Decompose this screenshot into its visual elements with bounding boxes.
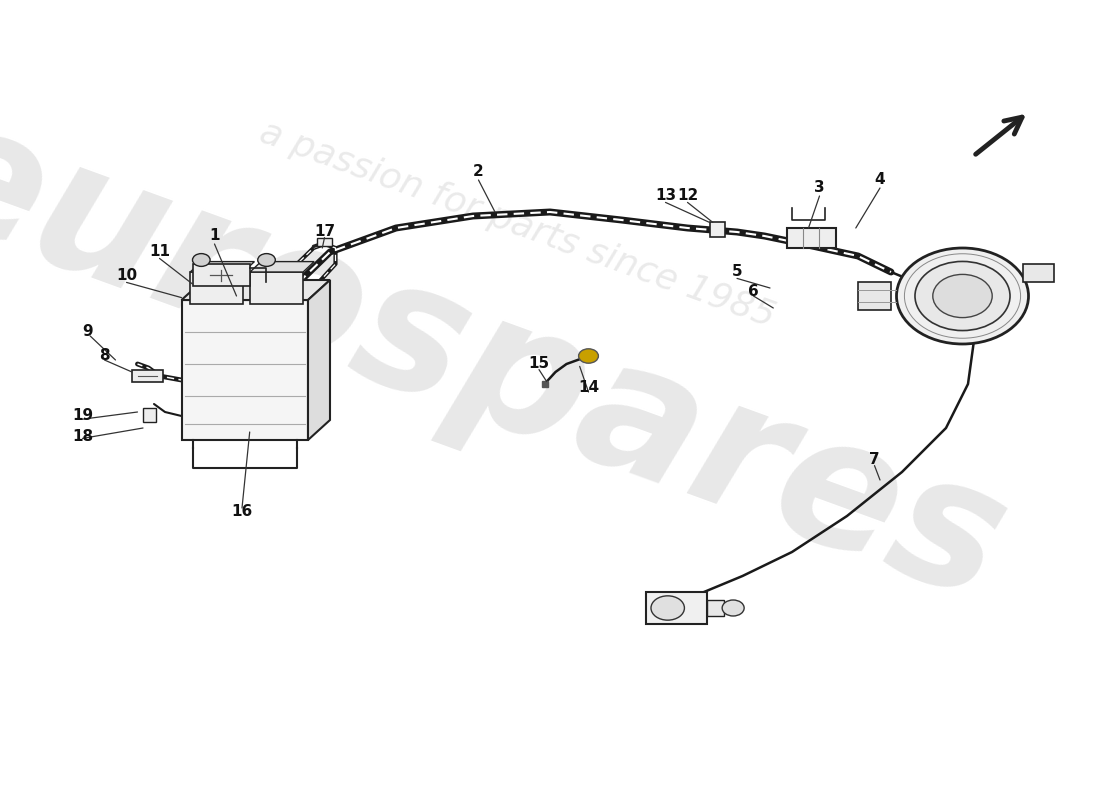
Text: 17: 17 bbox=[314, 225, 336, 239]
Text: 7: 7 bbox=[869, 453, 880, 467]
Text: 14: 14 bbox=[578, 381, 600, 395]
FancyBboxPatch shape bbox=[143, 408, 156, 422]
Circle shape bbox=[579, 349, 598, 363]
Circle shape bbox=[192, 254, 210, 266]
Text: 1: 1 bbox=[209, 229, 220, 243]
FancyBboxPatch shape bbox=[190, 272, 243, 304]
FancyBboxPatch shape bbox=[250, 272, 304, 304]
FancyBboxPatch shape bbox=[710, 222, 725, 237]
FancyBboxPatch shape bbox=[786, 228, 836, 248]
Polygon shape bbox=[250, 262, 315, 272]
Text: 19: 19 bbox=[72, 409, 94, 423]
FancyBboxPatch shape bbox=[317, 238, 332, 246]
Polygon shape bbox=[308, 280, 330, 440]
Text: 12: 12 bbox=[676, 189, 698, 203]
Text: 6: 6 bbox=[748, 285, 759, 299]
Polygon shape bbox=[182, 280, 330, 300]
FancyBboxPatch shape bbox=[132, 370, 163, 382]
FancyBboxPatch shape bbox=[182, 300, 308, 440]
Text: 5: 5 bbox=[732, 265, 742, 279]
FancyBboxPatch shape bbox=[706, 600, 724, 616]
Text: 13: 13 bbox=[654, 189, 676, 203]
Circle shape bbox=[915, 262, 1010, 330]
Text: eurospares: eurospares bbox=[0, 82, 1028, 638]
FancyBboxPatch shape bbox=[858, 282, 891, 310]
Text: 2: 2 bbox=[473, 165, 484, 179]
Text: 11: 11 bbox=[148, 245, 170, 259]
FancyBboxPatch shape bbox=[192, 264, 250, 286]
Text: 3: 3 bbox=[814, 181, 825, 195]
Circle shape bbox=[722, 600, 745, 616]
Text: 16: 16 bbox=[231, 505, 253, 519]
Polygon shape bbox=[190, 262, 254, 272]
Circle shape bbox=[651, 596, 684, 620]
FancyBboxPatch shape bbox=[647, 592, 707, 624]
Circle shape bbox=[896, 248, 1028, 344]
Text: 9: 9 bbox=[82, 325, 94, 339]
Text: 10: 10 bbox=[116, 269, 138, 283]
Text: 8: 8 bbox=[99, 349, 110, 363]
Circle shape bbox=[257, 254, 275, 266]
Text: a passion for parts since 1985: a passion for parts since 1985 bbox=[255, 114, 779, 334]
Circle shape bbox=[933, 274, 992, 318]
Text: 4: 4 bbox=[874, 173, 886, 187]
Text: 15: 15 bbox=[528, 357, 550, 371]
FancyBboxPatch shape bbox=[1023, 264, 1054, 282]
Text: 18: 18 bbox=[72, 429, 94, 443]
